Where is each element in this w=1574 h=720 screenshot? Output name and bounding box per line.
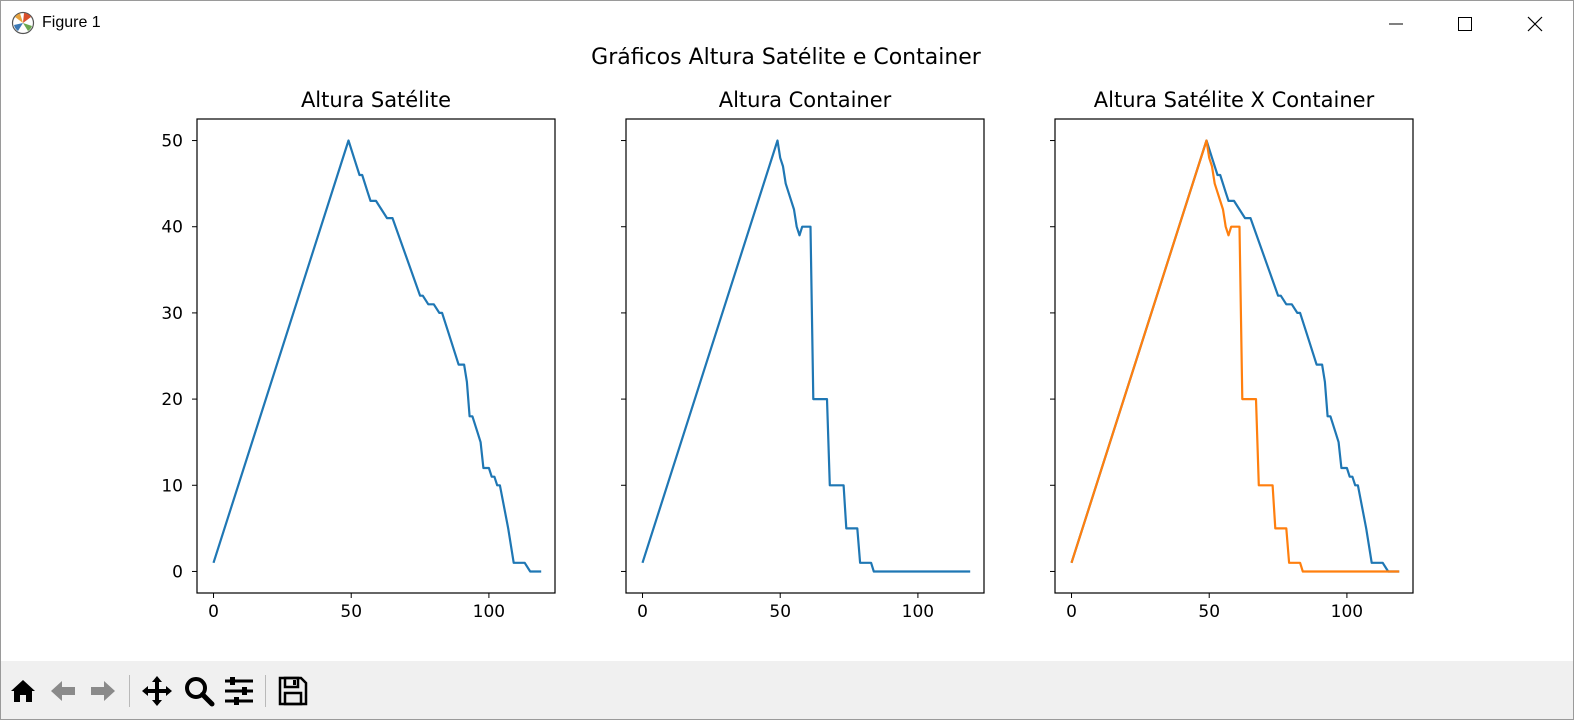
y-tick-label: 50 (161, 132, 183, 152)
figure-suptitle: Gráficos Altura Satélite e Container (591, 47, 982, 70)
y-tick-label: 20 (161, 390, 183, 410)
subplot-3: Altura Satélite X Container 0 50 100 (1050, 88, 1414, 622)
home-button[interactable] (5, 673, 41, 709)
series-line-1 (1070, 139, 1400, 573)
navigation-toolbar (1, 661, 1573, 719)
close-icon (1527, 16, 1543, 32)
x-tick-label: 100 (473, 602, 505, 622)
figure-svg: Gráficos Altura Satélite e Container Alt… (161, 45, 1414, 622)
axes-frame (1054, 118, 1414, 594)
save-icon (278, 676, 308, 706)
x-tick-label: 50 (1198, 602, 1220, 622)
subplot-title: Altura Satélite (301, 88, 451, 112)
subplot-title: Altura Satélite X Container (1094, 88, 1375, 112)
series-line-1 (212, 139, 542, 573)
y-tick-label: 0 (172, 562, 183, 582)
configure-subplots-button[interactable] (221, 673, 257, 709)
pan-button[interactable] (139, 673, 175, 709)
y-tick-label: 30 (161, 304, 183, 324)
axes-frame (196, 118, 556, 594)
subplot-title: Altura Container (719, 88, 892, 112)
zoom-magnifier-icon (185, 677, 215, 707)
series-line-1 (641, 139, 971, 573)
configure-subplots-icon (225, 677, 253, 705)
toolbar-separator (129, 675, 130, 707)
forward-arrow-icon (91, 681, 115, 701)
minimize-icon (1389, 23, 1403, 25)
x-tick-label: 50 (769, 602, 791, 622)
toolbar-separator (265, 675, 266, 707)
subplot-2: Altura Container 0 50 100 (621, 88, 985, 622)
matplotlib-logo-icon (11, 11, 35, 35)
x-tick-label: 50 (340, 602, 362, 622)
y-tick-label: 40 (161, 218, 183, 238)
figure-canvas[interactable]: Gráficos Altura Satélite e Container Alt… (1, 45, 1573, 661)
maximize-button[interactable] (1430, 1, 1500, 47)
close-button[interactable] (1500, 1, 1570, 47)
save-button[interactable] (275, 673, 311, 709)
back-arrow-icon (51, 681, 75, 701)
x-tick-label: 100 (902, 602, 934, 622)
x-tick-label: 100 (1331, 602, 1363, 622)
maximize-icon (1458, 17, 1472, 31)
back-button[interactable] (45, 673, 81, 709)
series-line-2 (1070, 139, 1400, 573)
pan-move-icon (142, 676, 172, 706)
window-title: Figure 1 (42, 14, 101, 31)
x-tick-label: 0 (208, 602, 219, 622)
axes-frame (625, 118, 985, 594)
y-tick-label: 10 (161, 476, 183, 496)
title-bar[interactable]: Figure 1 (1, 1, 1573, 47)
subplot-1: Altura Satélite 0 50 100 0 10 20 30 40 50 (161, 88, 556, 622)
home-icon (11, 680, 35, 702)
forward-button[interactable] (85, 673, 121, 709)
minimize-button[interactable] (1361, 1, 1431, 47)
zoom-button[interactable] (181, 673, 217, 709)
x-tick-label: 0 (1066, 602, 1077, 622)
x-tick-label: 0 (637, 602, 648, 622)
